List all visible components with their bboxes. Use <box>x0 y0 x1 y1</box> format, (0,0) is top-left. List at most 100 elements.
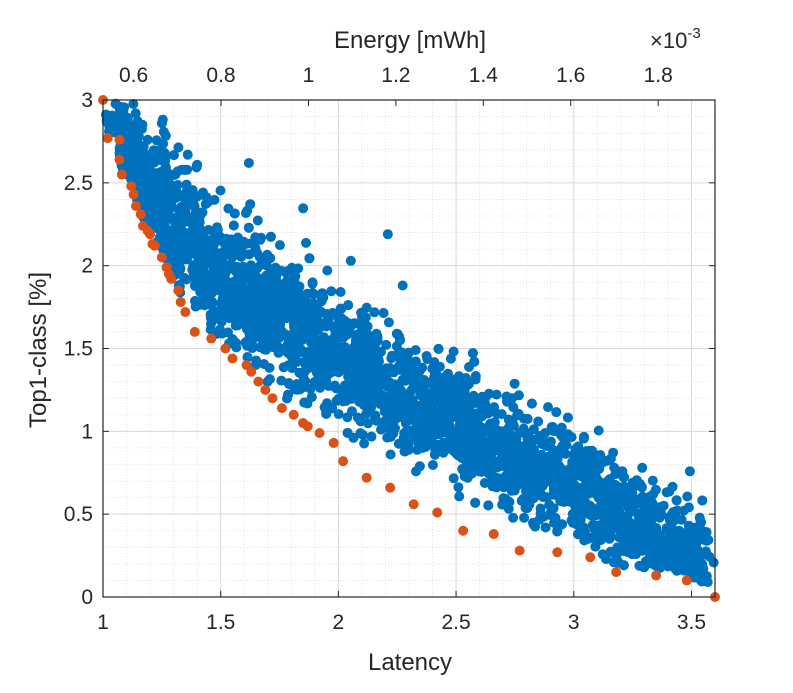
scatter-point <box>181 234 192 245</box>
scatter-point <box>631 528 642 539</box>
scatter-point <box>288 334 299 345</box>
scatter-point <box>664 486 675 497</box>
scatter-point <box>646 558 657 569</box>
scatter-point <box>576 494 587 504</box>
scatter-point <box>341 390 352 401</box>
scatter-point <box>124 138 135 149</box>
scatter-point <box>485 421 496 432</box>
scatter-point <box>378 308 389 318</box>
scatter-point <box>501 453 512 464</box>
pareto-point <box>206 333 217 344</box>
scatter-point <box>363 418 373 429</box>
scatter-point <box>450 446 461 457</box>
scatter-point <box>422 354 433 365</box>
scatter-point <box>606 531 616 542</box>
scatter-point <box>298 203 309 214</box>
scatter-point <box>644 498 655 509</box>
scatter-point <box>176 245 187 256</box>
scatter-point <box>349 318 360 329</box>
x2-axis-title: Energy [mWh] <box>334 27 486 54</box>
scatter-point <box>647 475 658 486</box>
scatter-point <box>680 553 691 564</box>
scatter-point <box>221 276 232 287</box>
scatter-point <box>701 527 712 538</box>
scatter-point <box>433 343 444 354</box>
scatter-point <box>285 278 296 289</box>
scatter-point <box>358 400 369 410</box>
scatter-point <box>470 374 481 385</box>
scatter-point <box>415 404 426 415</box>
x2-tick-label: 1.6 <box>556 64 585 87</box>
scatter-point <box>612 511 623 522</box>
scatter-point <box>635 479 645 489</box>
scatter-point <box>138 167 149 178</box>
scatter-point <box>486 466 497 477</box>
scatter-point <box>655 555 666 566</box>
scatter-point <box>314 362 324 373</box>
scatter-point <box>654 563 665 573</box>
scatter-point <box>440 403 451 413</box>
scatter-point <box>513 390 524 401</box>
scatter-point <box>393 438 404 449</box>
scatter-point <box>493 438 504 449</box>
scatter-point <box>142 134 153 145</box>
scatter-point <box>528 424 539 435</box>
scatter-point <box>385 363 395 374</box>
scatter-point <box>566 469 577 480</box>
scatter-point <box>283 389 293 400</box>
scatter-point <box>607 479 618 490</box>
y-tick-label: 2.5 <box>64 172 93 195</box>
scatter-point <box>403 444 414 455</box>
scatter-point <box>139 199 150 210</box>
scatter-point <box>104 121 115 132</box>
scatter-point <box>180 164 191 175</box>
scatter-point <box>597 499 607 510</box>
pareto-point <box>432 507 443 518</box>
scatter-point <box>285 308 296 319</box>
scatter-point <box>433 439 444 450</box>
scatter-point <box>684 466 695 477</box>
scatter-point <box>501 471 512 481</box>
scatter-point <box>299 397 310 408</box>
scatter-point <box>220 309 230 320</box>
scatter-point <box>502 430 513 441</box>
pareto-point <box>166 273 177 284</box>
scatter-point <box>509 440 520 451</box>
scatter-point <box>617 531 628 542</box>
scatter-point <box>545 461 555 472</box>
scatter-point <box>206 252 217 263</box>
x-tick-label: 1.5 <box>206 611 235 634</box>
scatter-point <box>187 264 198 275</box>
scatter-point <box>248 304 259 315</box>
scatter-point <box>261 260 272 271</box>
scatter-point <box>552 526 563 537</box>
scatter-point <box>309 289 319 300</box>
pareto-point <box>156 252 167 263</box>
scatter-point <box>610 500 621 511</box>
scatter-point <box>588 510 598 521</box>
scatter-point <box>453 482 464 493</box>
scatter-point <box>397 280 408 291</box>
scatter-point <box>198 263 208 274</box>
scatter-point <box>310 377 321 388</box>
scatter-point <box>270 262 281 273</box>
pareto-point <box>585 552 596 563</box>
pareto-point <box>189 326 200 337</box>
scatter-point <box>157 210 168 221</box>
scatter-point <box>661 542 672 553</box>
scatter-point <box>689 522 700 533</box>
scatter-point <box>548 503 559 514</box>
scatter-point <box>578 433 589 444</box>
scatter-point <box>289 270 300 281</box>
scatter-point <box>572 529 583 540</box>
scatter-point <box>353 412 363 423</box>
scatter-point <box>144 188 155 198</box>
scatter-point <box>665 558 676 569</box>
scatter-point <box>601 490 612 501</box>
scatter-point <box>466 411 476 422</box>
scatter-point <box>287 300 298 311</box>
scatter-point <box>390 379 400 390</box>
scatter-point <box>469 356 480 367</box>
scatter-point <box>348 342 359 353</box>
scatter-point <box>242 312 253 323</box>
